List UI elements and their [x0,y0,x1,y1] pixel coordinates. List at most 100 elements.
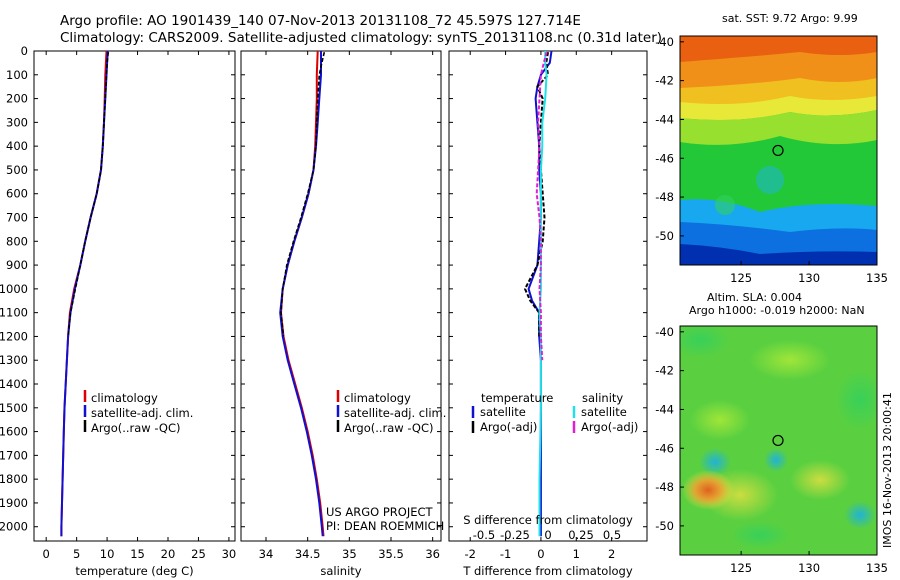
map-x-tick-label: 135 [866,561,888,575]
x-tick-label-top-diff: 0.5 [603,528,621,542]
legend-label: Argo(-adj) [480,420,537,434]
legend-label: climatology [344,391,411,405]
map-x-tick-label: 135 [866,271,888,285]
x-tick-label-diff: -1 [500,547,511,561]
depth-tick-label: 1000 [0,282,28,296]
series-diff-salinity-satellite [538,51,548,537]
x-tick-label-top-diff: 0 [544,528,551,542]
depth-tick-label: 1600 [0,425,28,439]
depth-tick-label: 0 [21,44,28,58]
series-temp-satellite-adj-clim- [60,50,109,537]
depth-tick-label: 500 [6,163,28,177]
x-tick-label-sal: 35 [342,547,357,561]
x-tick-label-sal: 35.5 [378,547,404,561]
depth-tick-label: 700 [6,211,28,225]
series-temp-argo-raw-qc- [67,52,110,337]
map-y-tick-label: -42 [655,74,674,88]
x-tick-label-temp: 5 [73,547,80,561]
x-tick-label-top-diff: -0.25 [500,528,530,542]
x-axis-label-top-diff: S difference from climatology [463,513,633,527]
x-tick-label-diff: 2 [608,547,615,561]
depth-tick-label: 1100 [0,306,28,320]
map-y-tick-label: -50 [655,519,674,533]
map-y-tick-label: -40 [655,325,674,339]
x-tick-label-top-diff: 0.25 [568,528,594,542]
sst-heatmap [680,36,877,265]
series-sal-argo-raw-qc- [280,52,326,337]
map-y-tick-label: -44 [655,112,674,126]
map-y-tick-label: -48 [655,480,674,494]
depth-tick-label: 1400 [0,377,28,391]
depth-tick-label: 300 [6,115,28,129]
sla-heatmap [680,326,877,555]
x-axis-label-diff: T difference from climatology [462,564,633,578]
sla-map-title: Altim. SLA: 0.004 [707,291,802,304]
map-y-tick-label: -48 [655,190,674,204]
sst-map-title: sat. SST: 9.72 Argo: 9.99 [722,12,858,25]
map-y-tick-label: -46 [655,441,674,455]
legend-header: salinity [582,391,623,405]
x-tick-label-diff: 1 [573,547,580,561]
depth-tick-label: 1700 [0,448,28,462]
map-x-tick-label: 125 [730,561,752,575]
legend-header: temperature [481,391,553,405]
pi-label: PI: DEAN ROEMMICH [326,519,444,533]
x-tick-label-sal: 36 [425,547,440,561]
series-diff-salinity-argo [535,51,548,361]
sla-map-subtitle: Argo h1000: -0.019 h2000: NaN [689,304,865,317]
x-tick-label-temp: 20 [161,547,176,561]
depth-tick-label: 900 [6,258,28,272]
depth-tick-label: 1200 [0,329,28,343]
sst-map-frame [679,35,878,266]
map-y-tick-label: -42 [655,364,674,378]
legend-label: satellite [581,405,627,419]
depth-tick-label: 800 [6,234,28,248]
map-x-tick-label: 130 [798,271,820,285]
depth-tick-label: 1900 [0,496,28,510]
float-position-marker [772,144,784,157]
depth-tick-label: 600 [6,187,28,201]
x-tick-label-diff: 0 [537,547,544,561]
legend-label: satellite-adj. clim. [344,406,446,420]
series-temp-climatology [60,50,108,537]
x-tick-label-temp: 25 [191,547,206,561]
map-x-tick-label: 125 [730,271,752,285]
legend-label: Argo(-adj) [581,420,638,434]
x-tick-label-temp: 30 [222,547,237,561]
axes-frame-diff [448,50,648,542]
depth-tick-label: 1500 [0,401,28,415]
sla-map-frame [679,325,878,556]
legend-label: satellite [480,405,526,419]
x-tick-label-temp: 15 [130,547,145,561]
project-label: US ARGO PROJECT [326,505,434,519]
depth-tick-label: 1800 [0,472,28,486]
axes-frame-sal [240,50,442,542]
float-position-marker [772,434,784,447]
imos-timestamp: IMOS 16-Nov-2013 20:00:41 [881,392,894,548]
legend-label: climatology [91,391,158,405]
depth-tick-label: 2000 [0,520,28,534]
depth-tick-label: 100 [6,68,28,82]
x-axis-label-sal: salinity [320,564,361,578]
x-tick-label-diff: -2 [464,547,475,561]
legend-label: Argo(..raw -QC) [91,421,181,435]
legend-label: satellite-adj. clim. [91,406,193,420]
map-y-tick-label: -50 [655,229,674,243]
x-tick-label-temp: 0 [43,547,50,561]
map-y-tick-label: -44 [655,402,674,416]
figure-title-line2: Climatology: CARS2009. Satellite-adjuste… [60,30,663,46]
x-tick-label-sal: 34.5 [295,547,321,561]
x-axis-label-temp: temperature (deg C) [75,564,193,578]
x-tick-label-sal: 34 [259,547,274,561]
x-tick-label-temp: 10 [100,547,115,561]
depth-tick-label: 400 [6,139,28,153]
x-tick-label-top-diff: -0.5 [473,528,495,542]
map-y-tick-label: -46 [655,151,674,165]
map-y-tick-label: -40 [655,35,674,49]
figure-title-line1: Argo profile: AO 1901439_140 07-Nov-2013… [60,13,581,29]
depth-tick-label: 1300 [0,353,28,367]
map-x-tick-label: 130 [798,561,820,575]
axes-frame-temp [33,50,236,542]
depth-tick-label: 200 [6,92,28,106]
